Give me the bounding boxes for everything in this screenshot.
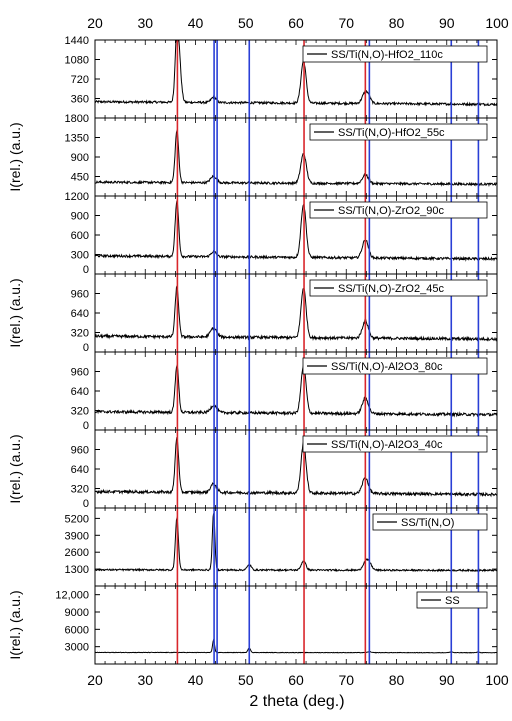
legend-label-3: SS/Ti(N,O)-ZrO2_90c [338,205,444,217]
legend-label-7: SS/Ti(N,O) [401,517,454,529]
x-tick-label-top-9: 100 [485,15,509,31]
y-tick-label-4-4: 0 [83,342,89,354]
x-tick-label-bottom-5: 60 [288,672,304,688]
y-axis-label-2: I(rel.) (a.u.) [7,122,23,191]
x-tick-label-bottom-2: 30 [137,672,153,688]
y-tick-label-8-1: 12,000 [55,590,89,602]
y-tick-label-1-1: 1440 [65,35,89,47]
y-tick-label-8-4: 3000 [65,642,89,654]
y-tick-label-7-1: 5200 [65,513,89,525]
y-tick-label-1-3: 720 [71,74,89,86]
series-line-2 [94,129,498,187]
y-tick-label-6-2: 640 [71,464,89,476]
legend-box-1 [302,45,488,63]
y-tick-label-8-3: 6000 [65,624,89,636]
legend-box-8 [416,591,488,609]
series-line-8 [94,638,498,654]
y-axis-label-4: I(rel.) (a.u.) [7,278,23,347]
x-tick-label-top-3: 40 [188,15,204,31]
y-tick-label-6-4: 0 [83,498,89,510]
y-tick-label-1-4: 360 [71,94,89,106]
legend-label-5: SS/Ti(N,O)-Al2O3_80c [331,361,443,373]
y-tick-label-3-1: 1200 [65,191,89,203]
y-tick-label-7-2: 3900 [65,530,89,542]
y-tick-label-3-2: 900 [71,211,89,223]
x-tick-label-bottom-8: 90 [439,672,455,688]
series-line-5 [94,363,498,418]
x-tick-label-bottom-4: 50 [238,672,254,688]
series-line-1 [94,40,498,107]
y-axis-label-8: I(rel.) (a.u.) [7,590,23,659]
y-tick-label-7-3: 2600 [65,547,89,559]
x-tick-label-bottom-3: 40 [188,672,204,688]
legend-label-2: SS/Ti(N,O)-HfO2_55c [338,127,445,139]
y-tick-label-2-1: 1800 [65,113,89,125]
series-line-6 [94,436,498,498]
x-tick-label-top-8: 90 [439,15,455,31]
y-tick-label-3-5: 0 [83,264,89,276]
y-tick-label-4-2: 640 [71,308,89,320]
legend-label-4: SS/Ti(N,O)-ZrO2_45c [338,283,444,295]
y-tick-label-1-2: 1080 [65,55,89,67]
x-tick-label-bottom-6: 70 [338,672,354,688]
legend-label-6: SS/Ti(N,O)-Al2O3_40c [331,439,443,451]
series-line-4 [94,285,498,342]
y-tick-label-5-3: 320 [71,406,89,418]
y-tick-label-6-3: 320 [71,484,89,496]
x-tick-label-top-5: 60 [288,15,304,31]
y-tick-label-3-3: 600 [71,230,89,242]
y-tick-label-5-2: 640 [71,386,89,398]
y-axis-label-6: I(rel.) (a.u.) [7,434,23,503]
x-tick-label-top-1: 20 [87,15,103,31]
x-tick-label-top-2: 30 [137,15,153,31]
x-tick-label-top-6: 70 [338,15,354,31]
x-tick-label-bottom-9: 100 [485,672,509,688]
y-tick-label-7-4: 1300 [65,564,89,576]
y-tick-label-4-1: 960 [71,289,89,301]
legend-label-1: SS/Ti(N,O)-HfO2_110c [331,49,443,61]
y-tick-label-4-3: 320 [71,328,89,340]
x-tick-label-top-4: 50 [238,15,254,31]
series-line-7 [94,513,498,573]
series-line-3 [94,200,498,262]
x-tick-label-bottom-1: 20 [87,672,103,688]
y-tick-label-8-2: 9000 [65,607,89,619]
y-tick-label-6-1: 960 [71,445,89,457]
x-tick-label-top-7: 80 [389,15,405,31]
legend-box-6 [302,435,488,453]
legend-box-3 [309,201,488,219]
legend-box-7 [372,513,488,531]
y-tick-label-2-4: 450 [71,172,89,184]
legend-box-2 [309,123,488,141]
y-tick-label-2-2: 1350 [65,133,89,145]
y-tick-label-3-4: 300 [71,250,89,262]
y-tick-label-5-4: 0 [83,420,89,432]
y-tick-label-5-1: 960 [71,367,89,379]
x-axis-label: 2 theta (deg.) [249,693,344,710]
legend-box-4 [309,279,488,297]
y-tick-label-2-3: 900 [71,152,89,164]
legend-label-8: SS [445,595,460,607]
legend-box-5 [302,357,488,375]
x-tick-label-bottom-7: 80 [389,672,405,688]
